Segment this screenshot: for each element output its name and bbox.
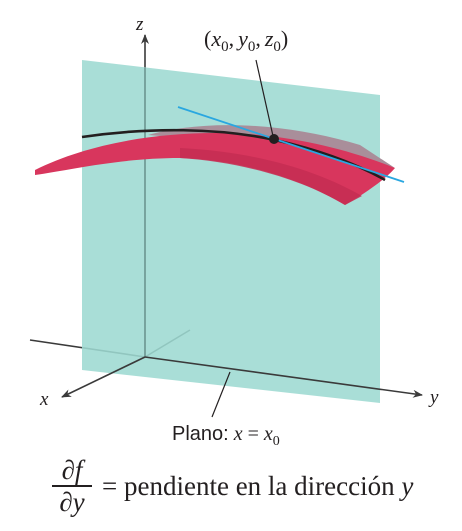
plane-leader-line xyxy=(211,371,231,418)
point-marker xyxy=(269,134,279,144)
plane-label: Plano: x = x0 xyxy=(172,423,280,449)
surface-front-lower xyxy=(180,148,362,205)
plane-x-equals-x0 xyxy=(82,60,380,403)
z-axis-label: z xyxy=(135,14,144,35)
surface-front xyxy=(35,133,395,205)
fraction-denominator: ∂y xyxy=(59,486,85,517)
caption-description: pendiente en la dirección xyxy=(123,471,395,501)
x-axis xyxy=(61,356,146,398)
intersection-curve xyxy=(81,128,386,182)
caption-equals: = xyxy=(102,471,118,501)
point-leader-line xyxy=(255,59,274,137)
caption: ∂f ∂y = pendiente en la dirección y xyxy=(50,455,450,517)
point-label: (x0, y0, z0) xyxy=(204,26,288,55)
x-axis-label: x xyxy=(39,389,49,410)
partial-derivative-fraction: ∂f ∂y xyxy=(50,455,94,517)
tangent-line xyxy=(177,106,405,183)
y-axis-label: y xyxy=(428,387,439,408)
caption-text: = pendiente en la dirección y xyxy=(102,471,413,502)
fraction-numerator: ∂f xyxy=(61,455,83,485)
fraction-bar xyxy=(52,485,92,487)
caption-variable: y xyxy=(401,471,414,501)
y-axis xyxy=(144,356,423,398)
